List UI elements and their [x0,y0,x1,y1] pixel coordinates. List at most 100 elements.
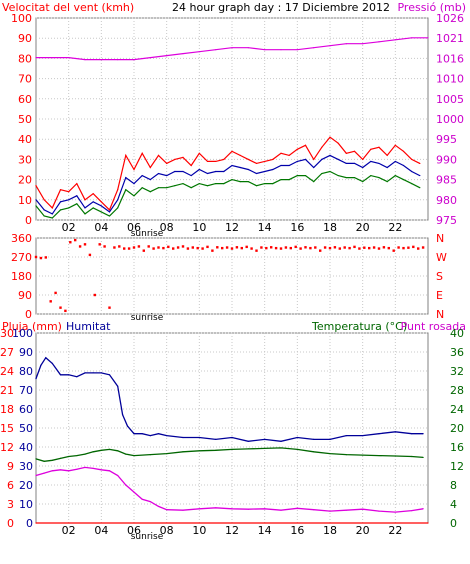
wind_low-point [231,179,233,181]
gust-point [43,199,45,201]
dewpoint-point [247,508,249,510]
direction-point [98,243,101,246]
temperature-point [329,453,331,455]
direction-point [368,246,371,250]
wind-tick-label: 30 [18,153,32,166]
direction-point [108,306,111,309]
gust-point [386,154,388,156]
direction-point [235,246,239,249]
gust-point [329,136,331,138]
avg_wind-point [198,168,200,171]
temperature-tick-label: 24 [450,403,464,416]
gust-point [117,189,119,191]
gust-point [190,164,192,167]
direction-point [162,246,165,250]
avg_wind-point [272,168,274,171]
dewpoint-point [76,468,78,470]
rain-tick-label: 27 [0,346,14,359]
wind_low-point [345,176,347,179]
direction-point [172,247,175,250]
pressure-point [296,49,298,51]
pressure-point [215,49,217,51]
hour-tick-label: 22 [388,524,402,537]
pressure-tick-label: 1010 [436,73,464,86]
humidity-point [378,433,380,435]
humidity-point [280,440,282,442]
gust-point [362,158,364,160]
wind-tick-label: 50 [18,113,32,126]
pressure-point [117,58,119,61]
humidity-point [411,433,413,435]
direction-point [412,245,415,249]
rain-tick-label: 0 [7,517,14,530]
direction-point [382,246,386,249]
pressure-tick-label: 995 [436,133,457,146]
wind-tick-label: 60 [18,93,32,106]
wind_low-point [100,211,102,213]
direction-point [142,249,145,252]
hour-tick-label: 22 [388,221,402,234]
humidity-point [149,435,151,437]
pressure-tick-label: 980 [436,194,457,207]
pressure-point [247,47,249,49]
wind-tick-label: 90 [18,32,32,45]
rain-tick-label: 3 [7,498,14,511]
wind_low-point [337,174,339,177]
direction-point [49,300,52,303]
dewpoint-axis-title: Punt rosada [401,320,466,333]
humidity-point [247,440,249,442]
avg_wind-point [247,168,249,171]
dewpoint-point [215,507,217,509]
dewpoint-point [362,508,364,510]
dewpoint-point [43,472,45,474]
wind_low-point [198,183,200,185]
wind_low-point [117,207,119,209]
humidity-axis-title: Humitat [66,320,111,333]
wind-tick-label: 70 [18,73,32,86]
wind-tick-label: 20 [18,174,32,187]
humidity-point [45,357,47,359]
dewpoint-point [264,508,266,510]
wind_low-point [35,205,37,207]
avg_wind-point [100,205,102,207]
humidity-point [296,436,298,439]
avg_wind-point [141,174,143,177]
temperature-point [84,453,86,455]
dewpoint-point [35,474,37,477]
avg_wind-point [353,162,356,165]
tick-labels-layer: 0102030405060708090100975980985990995100… [0,12,464,542]
rain-axis-title: Pluja (mm) [2,320,62,333]
direction-point [240,246,243,250]
gust-point [125,154,127,156]
wind_low-point [149,191,151,193]
temperature-tick-label: 12 [450,460,464,473]
direction-point [147,245,150,248]
avg_wind-point [239,166,241,169]
pressure-point [378,41,380,43]
temperature-tick-label: 32 [450,365,464,378]
dewpoint-point [108,470,111,472]
direction-point [319,249,322,252]
gust-point [231,150,233,152]
avg_wind-point [280,164,282,167]
hour-tick-label: 18 [323,221,337,234]
direction-point [358,247,361,250]
direction-point [69,241,72,244]
temperature-tick-label: 4 [450,498,457,511]
humidity-tick-label: 0 [26,517,33,530]
gust-point [313,158,315,160]
humidity-point [84,372,86,374]
humidity-point [422,433,424,435]
gust-point [51,207,53,209]
humidity-point [362,435,364,437]
wind_low-point [378,176,380,179]
humidity-point [76,376,78,378]
sunrise-label: sunrise [131,313,164,323]
direction-point [74,238,77,242]
temperature-point [92,451,94,453]
dewpoint-point [394,511,396,513]
direction-point [64,309,67,313]
dewpoint-point [59,469,62,471]
